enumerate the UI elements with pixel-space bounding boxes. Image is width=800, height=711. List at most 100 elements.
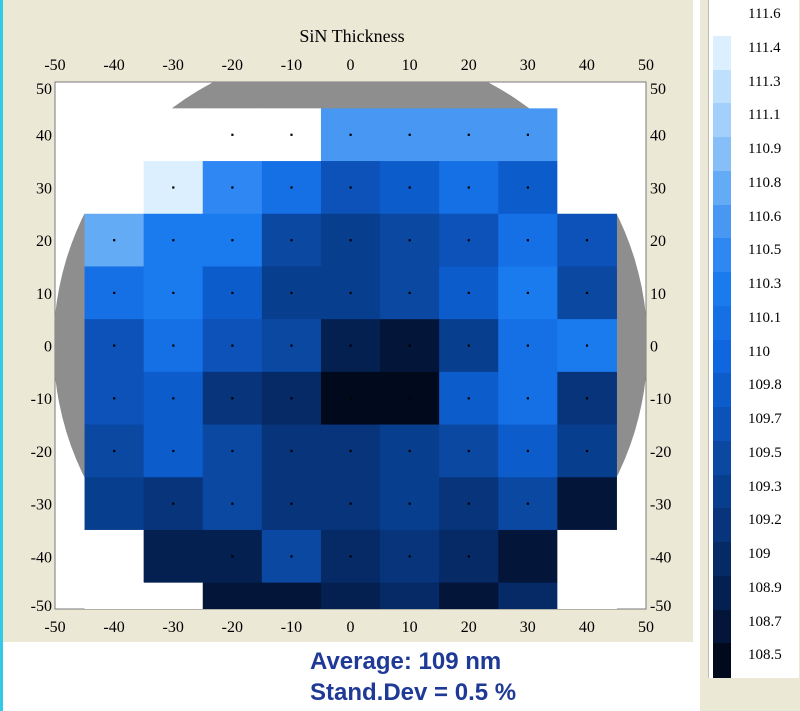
left-border bbox=[0, 0, 3, 711]
x-tick-label: 30 bbox=[520, 57, 536, 74]
scale-swatch bbox=[713, 474, 731, 509]
measurement-point bbox=[526, 502, 529, 505]
measurement-point bbox=[408, 239, 411, 242]
y-tick-label: 0 bbox=[650, 339, 658, 356]
measurement-point bbox=[113, 344, 116, 347]
measurement-point bbox=[526, 449, 529, 453]
y-tick-label: -30 bbox=[650, 497, 671, 514]
measurement-point bbox=[349, 449, 352, 453]
measurement-point bbox=[526, 133, 529, 136]
x-tick-label: -20 bbox=[222, 57, 243, 74]
measurement-point bbox=[349, 344, 352, 347]
scale-swatch bbox=[713, 69, 731, 104]
y-tick-label: 50 bbox=[36, 81, 52, 98]
scale-swatch bbox=[713, 373, 731, 408]
map-cell bbox=[557, 161, 617, 215]
map-cell bbox=[143, 582, 204, 609]
y-tick-label: 40 bbox=[650, 128, 666, 145]
x-tick-label: -30 bbox=[163, 57, 184, 74]
map-cell bbox=[202, 582, 263, 609]
measurement-point bbox=[526, 239, 529, 242]
measurement-point bbox=[526, 291, 529, 294]
measurement-point bbox=[349, 397, 352, 400]
measurement-point bbox=[290, 344, 293, 347]
scale-swatch bbox=[713, 305, 731, 340]
map-cell bbox=[557, 477, 617, 531]
average-text: Average: 109 nm bbox=[310, 648, 502, 675]
scale-swatch bbox=[713, 204, 731, 239]
x-tick-label: 50 bbox=[638, 57, 654, 74]
y-tick-label: 0 bbox=[44, 339, 52, 356]
measurement-point bbox=[467, 397, 470, 400]
x-tick-label: 20 bbox=[461, 57, 477, 74]
chart-title: SiN Thickness bbox=[299, 26, 404, 46]
scale-label: 110.6 bbox=[748, 208, 782, 225]
map-cell bbox=[557, 529, 617, 584]
measurement-point bbox=[231, 397, 234, 400]
x-tick-label: -20 bbox=[222, 619, 243, 636]
y-tick-label: 20 bbox=[650, 233, 666, 250]
stdev-text: Stand.Dev = 0.5 % bbox=[310, 679, 517, 706]
measurement-point bbox=[526, 397, 529, 400]
y-tick-label: 10 bbox=[36, 286, 52, 303]
map-cell bbox=[557, 108, 617, 162]
x-tick-label: -10 bbox=[281, 619, 302, 636]
scale-swatch bbox=[713, 508, 731, 543]
scale-swatch bbox=[713, 643, 731, 678]
scale-label: 110.1 bbox=[748, 309, 782, 326]
map-cell bbox=[557, 582, 617, 609]
measurement-point bbox=[349, 186, 352, 189]
measurement-point bbox=[231, 133, 234, 136]
x-tick-label: 30 bbox=[520, 619, 536, 636]
scale-swatch bbox=[713, 103, 731, 138]
measurement-point bbox=[467, 502, 470, 505]
scale-label: 109.7 bbox=[748, 411, 782, 427]
scale-swatch bbox=[713, 137, 731, 172]
measurement-point bbox=[231, 344, 234, 347]
x-tick-label: 0 bbox=[347, 619, 355, 636]
measurement-point bbox=[408, 397, 411, 400]
measurement-point bbox=[467, 291, 470, 294]
scale-label: 110.3 bbox=[748, 276, 782, 292]
measurement-point bbox=[172, 344, 175, 347]
measurement-point bbox=[172, 397, 175, 400]
scale-swatch bbox=[713, 35, 731, 70]
y-tick-label: 10 bbox=[650, 286, 666, 303]
measurement-point bbox=[408, 186, 411, 189]
measurement-point bbox=[585, 239, 589, 242]
x-tick-label: 20 bbox=[461, 619, 477, 636]
scale-label: 108.5 bbox=[748, 647, 782, 664]
measurement-point bbox=[349, 133, 352, 136]
x-tick-label: 40 bbox=[579, 57, 595, 74]
scale-label: 108.7 bbox=[748, 613, 782, 630]
measurement-point bbox=[231, 239, 234, 242]
measurement-point bbox=[231, 502, 234, 505]
measurement-point bbox=[172, 239, 175, 242]
scale-label: 111.6 bbox=[748, 6, 781, 22]
x-tick-label: -40 bbox=[103, 57, 124, 74]
x-tick-label: -40 bbox=[103, 619, 124, 636]
scale-label: 108.9 bbox=[748, 579, 782, 596]
x-tick-label: 0 bbox=[347, 57, 355, 74]
y-tick-label: -20 bbox=[31, 444, 52, 461]
measurement-point bbox=[231, 449, 234, 453]
x-tick-label: -50 bbox=[44, 619, 65, 636]
x-tick-label: 40 bbox=[579, 619, 595, 636]
map-cell bbox=[143, 529, 204, 584]
measurement-point bbox=[349, 239, 352, 242]
measurement-point bbox=[526, 186, 529, 189]
map-cell bbox=[320, 582, 381, 609]
measurement-point bbox=[349, 502, 352, 505]
measurement-point bbox=[585, 397, 589, 400]
y-tick-label: -40 bbox=[650, 549, 671, 566]
scale-label: 109.8 bbox=[748, 377, 782, 394]
y-tick-label: -20 bbox=[650, 444, 671, 461]
measurement-point bbox=[408, 502, 411, 505]
scale-label: 111.3 bbox=[748, 73, 781, 90]
measurement-point bbox=[349, 555, 352, 558]
y-tick-label: 30 bbox=[36, 180, 52, 197]
measurement-point bbox=[113, 449, 116, 453]
map-cell bbox=[498, 529, 558, 584]
scale-label: 111.1 bbox=[748, 107, 781, 124]
scale-swatch bbox=[713, 609, 731, 644]
